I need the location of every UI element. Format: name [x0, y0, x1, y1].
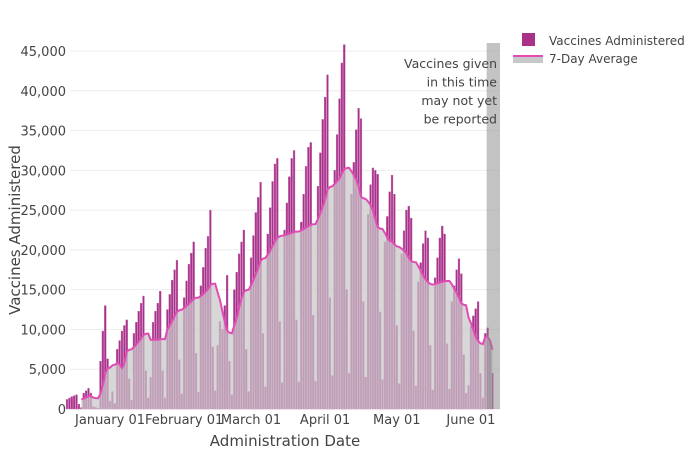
y-tick-label: 10,000	[21, 323, 67, 338]
legend-item-7-day-average[interactable]: 7-Day Average	[513, 52, 638, 66]
annotation-line: in this time	[427, 75, 498, 90]
y-tick-label: 15,000	[21, 284, 67, 299]
x-tick-label: June 01	[445, 413, 495, 428]
x-axis-title: Administration Date	[210, 432, 360, 450]
legend-swatch-area	[513, 56, 543, 63]
y-tick-label: 5,000	[29, 363, 66, 378]
legend: Vaccines Administered 7-Day Average	[513, 33, 685, 66]
y-tick-label: 25,000	[21, 204, 67, 219]
x-tick-label: April 01	[300, 413, 350, 428]
annotation-line: Vaccines given	[404, 56, 497, 71]
y-tick-label: 20,000	[21, 244, 67, 259]
annotation-line: be reported	[424, 112, 497, 127]
y-tick-label: 0	[58, 403, 66, 418]
x-tick-label: May 01	[373, 413, 421, 428]
bar	[73, 395, 76, 410]
legend-label: Vaccines Administered	[549, 34, 685, 48]
x-tick-label: January 01	[74, 413, 145, 428]
legend-label: 7-Day Average	[549, 52, 638, 66]
average-line	[80, 166, 494, 401]
x-tick-label: March 01	[221, 413, 281, 428]
bar	[75, 394, 78, 410]
y-tick-label: 35,000	[21, 125, 67, 140]
y-tick-label: 45,000	[21, 45, 67, 60]
reporting-lag-annotation: Vaccines given in this time may not yet be …	[404, 56, 497, 127]
average-area	[81, 167, 493, 409]
bar	[77, 404, 81, 410]
x-tick-label: February 01	[145, 413, 223, 428]
annotation-line: may not yet	[421, 93, 497, 108]
bar	[68, 397, 71, 410]
y-tick-label: 30,000	[21, 164, 67, 179]
bar	[65, 399, 69, 410]
legend-item-vaccines-administered[interactable]: Vaccines Administered	[522, 33, 685, 48]
unreported-period-shade	[486, 43, 500, 409]
bar	[70, 396, 73, 410]
y-tick-label: 40,000	[21, 85, 67, 100]
y-axis-title: Vaccines Administered	[6, 145, 24, 315]
legend-swatch-bar	[522, 33, 535, 46]
